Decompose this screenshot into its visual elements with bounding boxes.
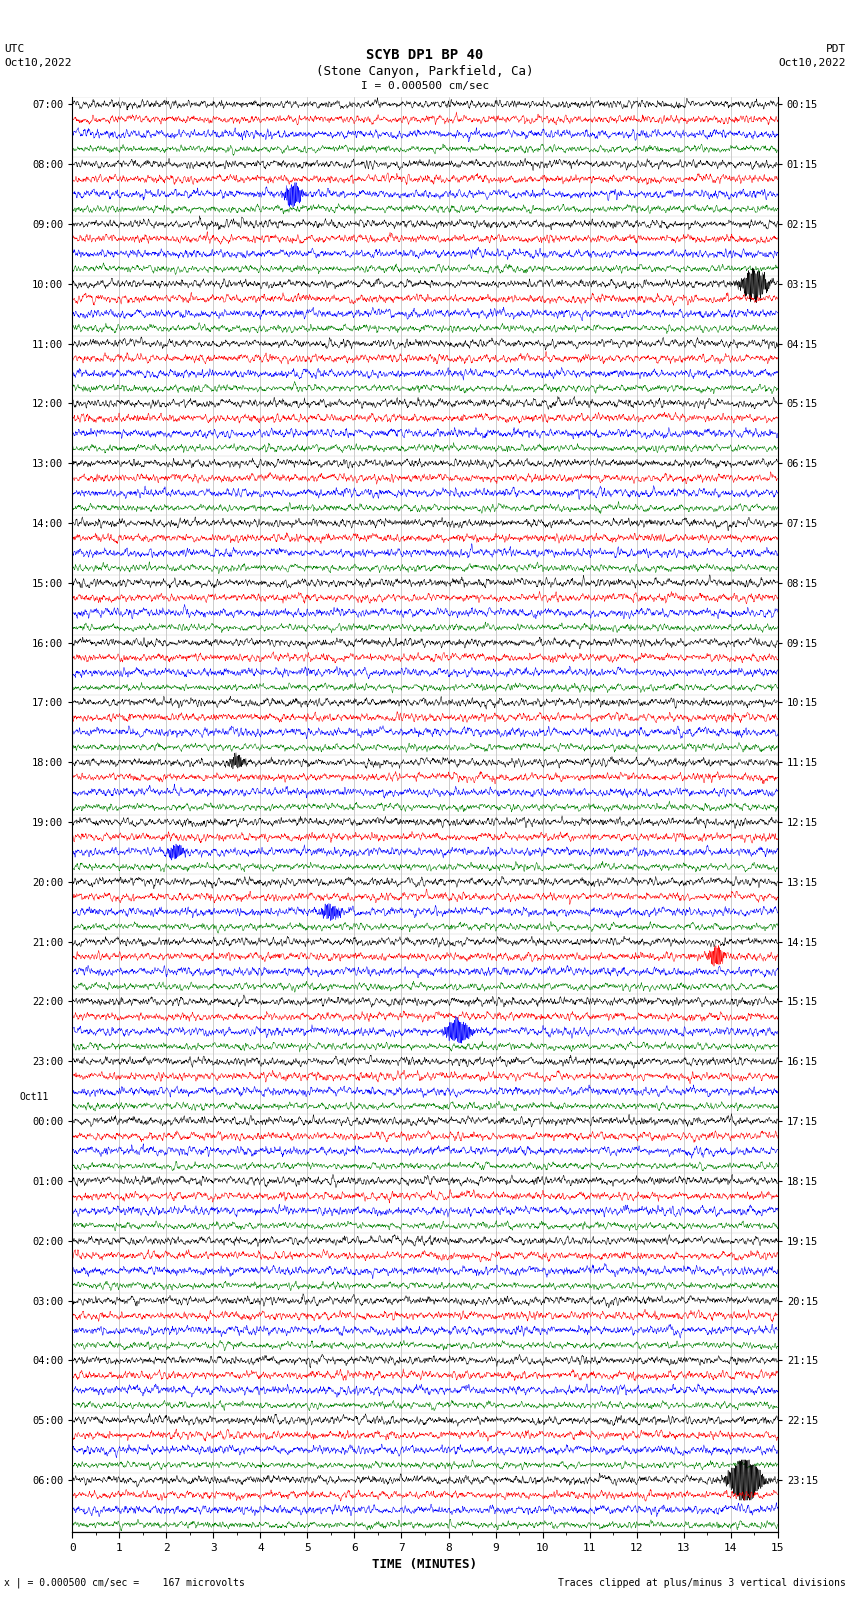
Text: PDT: PDT [825,44,846,53]
Text: Traces clipped at plus/minus 3 vertical divisions: Traces clipped at plus/minus 3 vertical … [558,1578,846,1587]
Text: I = 0.000500 cm/sec: I = 0.000500 cm/sec [361,81,489,90]
Text: Oct10,2022: Oct10,2022 [4,58,71,68]
X-axis label: TIME (MINUTES): TIME (MINUTES) [372,1558,478,1571]
Text: (Stone Canyon, Parkfield, Ca): (Stone Canyon, Parkfield, Ca) [316,65,534,77]
Text: SCYB DP1 BP 40: SCYB DP1 BP 40 [366,48,484,63]
Text: UTC: UTC [4,44,25,53]
Text: Oct10,2022: Oct10,2022 [779,58,846,68]
Text: Oct11: Oct11 [20,1092,48,1102]
Text: x | = 0.000500 cm/sec =    167 microvolts: x | = 0.000500 cm/sec = 167 microvolts [4,1578,245,1589]
